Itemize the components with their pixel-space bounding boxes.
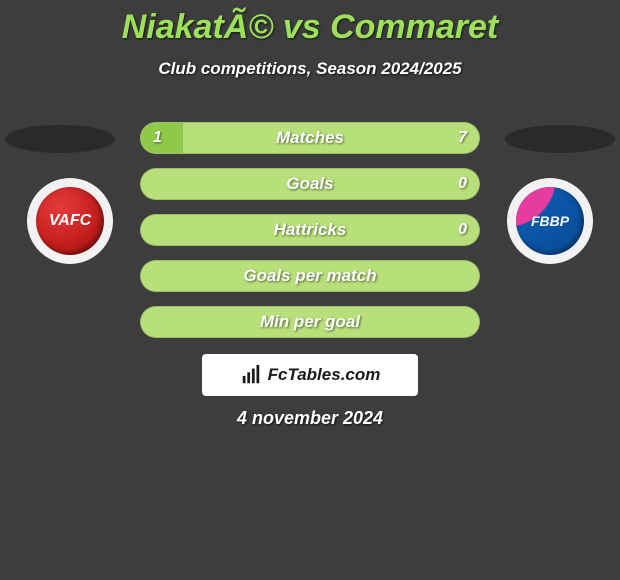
page-title: NiakatÃ© vs Commaret — [0, 0, 620, 47]
stat-bar: Goals per match — [140, 260, 480, 292]
branding-text: FcTables.com — [268, 365, 381, 385]
stat-label: Matches — [141, 123, 479, 153]
stat-label: Min per goal — [141, 307, 479, 337]
stat-label: Goals per match — [141, 261, 479, 291]
stat-label: Goals — [141, 169, 479, 199]
club-badge-left: VAFC — [27, 178, 113, 264]
stat-bar: Goals0 — [140, 168, 480, 200]
vafc-logo: VAFC — [36, 187, 104, 255]
fbbp-logo-text: FBBP — [531, 213, 569, 229]
stat-label: Hattricks — [141, 215, 479, 245]
vafc-logo-text: VAFC — [49, 212, 91, 230]
fbbp-logo: FBBP — [516, 187, 584, 255]
subtitle: Club competitions, Season 2024/2025 — [0, 59, 620, 79]
stat-bar: Matches1 7 — [140, 122, 480, 154]
stat-right-value: 7 — [458, 123, 467, 153]
stat-bar: Hattricks0 — [140, 214, 480, 246]
club-badge-right: FBBP — [507, 178, 593, 264]
player-shadow-left — [5, 125, 115, 153]
stat-right-value: 0 — [458, 169, 467, 199]
date-text: 4 november 2024 — [0, 408, 620, 429]
stat-left-value: 1 — [153, 123, 162, 153]
player-shadow-right — [505, 125, 615, 153]
stat-bar: Min per goal — [140, 306, 480, 338]
stats-bars: Matches17Goals0Hattricks0Goals per match… — [140, 122, 480, 352]
chart-icon — [240, 364, 262, 386]
fctables-branding: FcTables.com — [202, 354, 418, 396]
stat-right-value: 0 — [458, 215, 467, 245]
